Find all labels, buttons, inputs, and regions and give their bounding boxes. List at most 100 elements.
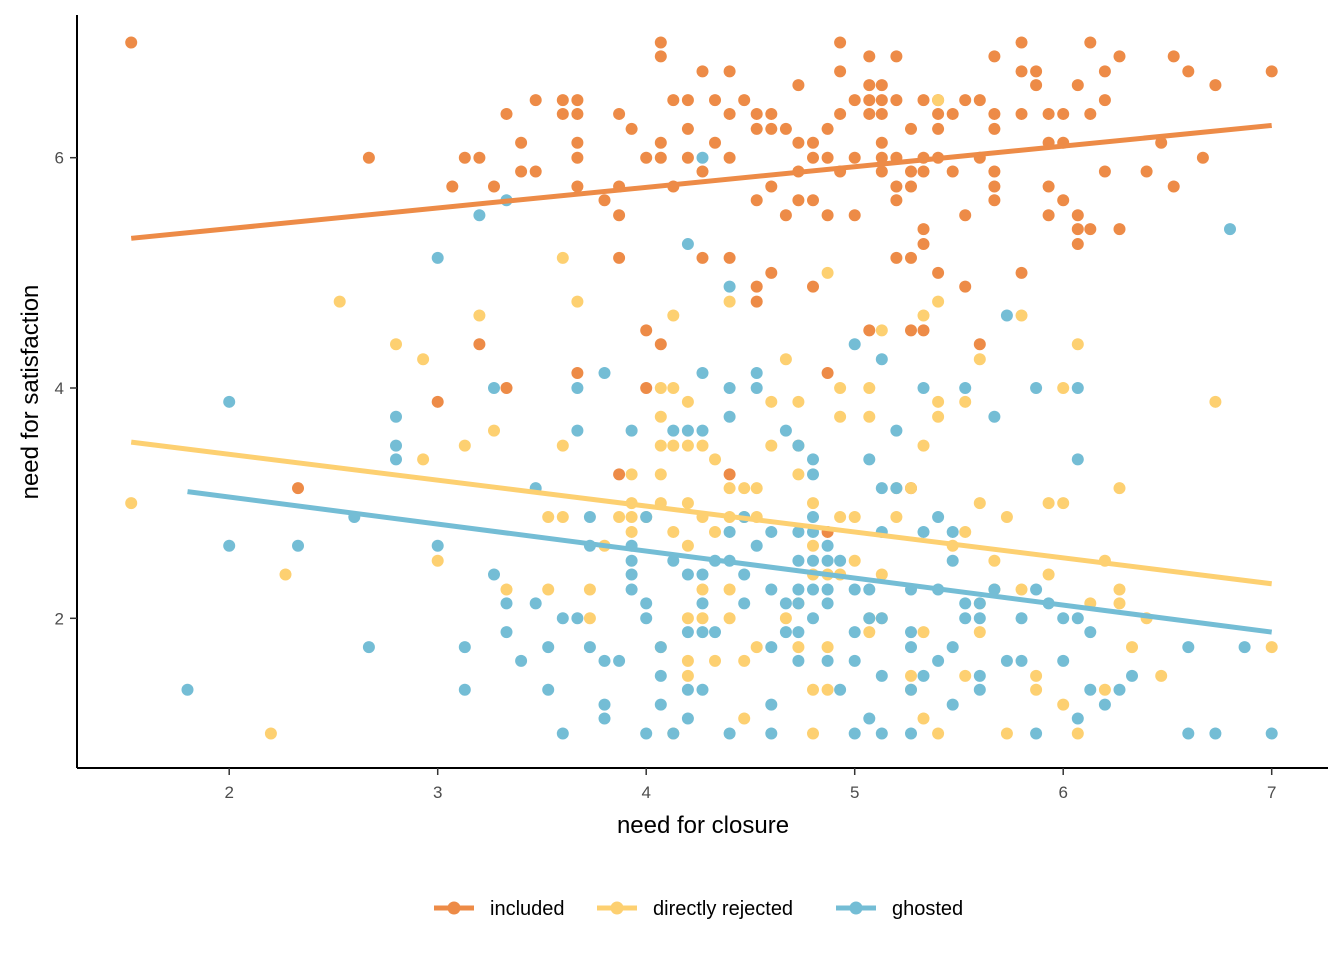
data-point	[807, 583, 820, 596]
data-point	[779, 597, 792, 610]
axes-layer	[76, 15, 1328, 769]
data-point	[431, 251, 444, 264]
data-point	[625, 554, 638, 567]
data-point	[1057, 654, 1070, 667]
data-point	[681, 626, 694, 639]
data-point	[500, 626, 513, 639]
data-point	[875, 94, 888, 107]
data-point	[765, 122, 778, 135]
data-point	[458, 151, 471, 164]
data-point	[917, 669, 930, 682]
data-point	[279, 568, 292, 581]
data-point	[807, 136, 820, 149]
data-point	[723, 107, 736, 120]
data-point	[571, 136, 584, 149]
data-point	[834, 382, 847, 394]
data-point	[598, 367, 611, 380]
data-point	[654, 338, 667, 351]
x-ticks: 2 3 4 5 6 7	[224, 768, 1276, 802]
data-point	[709, 654, 722, 667]
data-point	[973, 338, 986, 351]
data-point	[390, 410, 403, 423]
data-point	[821, 151, 834, 164]
data-point	[848, 554, 861, 567]
trend-line-1	[130, 439, 1273, 587]
data-point	[667, 94, 680, 107]
legend-label: directly rejected	[653, 898, 793, 920]
data-point	[917, 309, 930, 322]
data-point	[738, 94, 751, 107]
data-point	[988, 180, 1001, 193]
data-point	[515, 165, 528, 178]
data-point	[529, 165, 542, 178]
data-point	[613, 251, 626, 264]
data-point	[696, 612, 709, 625]
data-point	[681, 424, 694, 437]
data-point	[792, 439, 805, 452]
data-point	[765, 439, 778, 452]
data-point	[765, 641, 778, 654]
data-point	[696, 251, 709, 264]
data-point	[681, 612, 694, 625]
data-point	[1167, 180, 1180, 193]
data-point	[709, 626, 722, 639]
data-point	[1265, 727, 1278, 740]
data-point	[681, 238, 694, 251]
data-point	[807, 468, 820, 481]
data-point	[750, 280, 763, 293]
data-point	[556, 510, 569, 523]
data-point	[640, 727, 653, 740]
data-point	[625, 424, 638, 437]
data-point	[1209, 79, 1222, 92]
data-point	[654, 468, 667, 481]
data-point	[834, 683, 847, 696]
data-point	[667, 525, 680, 538]
data-point	[1057, 698, 1070, 711]
data-point	[292, 539, 305, 552]
data-point	[932, 266, 945, 279]
data-point	[1071, 453, 1084, 466]
data-point	[500, 597, 513, 610]
data-point	[917, 382, 930, 394]
data-point	[1015, 309, 1028, 322]
data-point	[932, 107, 945, 120]
data-point	[667, 424, 680, 437]
data-point	[1030, 79, 1043, 92]
data-point	[681, 568, 694, 581]
data-point	[681, 669, 694, 682]
data-point	[848, 510, 861, 523]
data-point	[571, 180, 584, 193]
data-point	[1000, 727, 1013, 740]
data-point	[1113, 482, 1126, 495]
data-point	[556, 612, 569, 625]
data-point	[959, 395, 972, 408]
data-point	[681, 151, 694, 164]
data-point	[875, 727, 888, 740]
data-point	[1015, 36, 1028, 49]
data-point	[681, 539, 694, 552]
data-point	[959, 525, 972, 538]
data-point	[125, 36, 138, 49]
data-point	[1071, 238, 1084, 251]
y-tick-label: 6	[55, 149, 64, 168]
data-point	[807, 539, 820, 552]
data-point	[779, 424, 792, 437]
data-point	[765, 698, 778, 711]
data-point	[654, 382, 667, 394]
data-point	[917, 525, 930, 538]
data-point	[905, 122, 917, 135]
data-point	[821, 539, 834, 552]
data-point	[333, 295, 346, 308]
data-point	[779, 612, 792, 625]
data-point	[613, 107, 626, 120]
data-point	[821, 583, 834, 596]
data-point	[1042, 180, 1055, 193]
data-point	[500, 382, 513, 394]
data-point	[654, 36, 667, 49]
data-point	[1015, 583, 1028, 596]
data-point	[542, 510, 555, 523]
data-point	[556, 251, 569, 264]
data-point	[723, 382, 736, 394]
data-point	[640, 151, 653, 164]
